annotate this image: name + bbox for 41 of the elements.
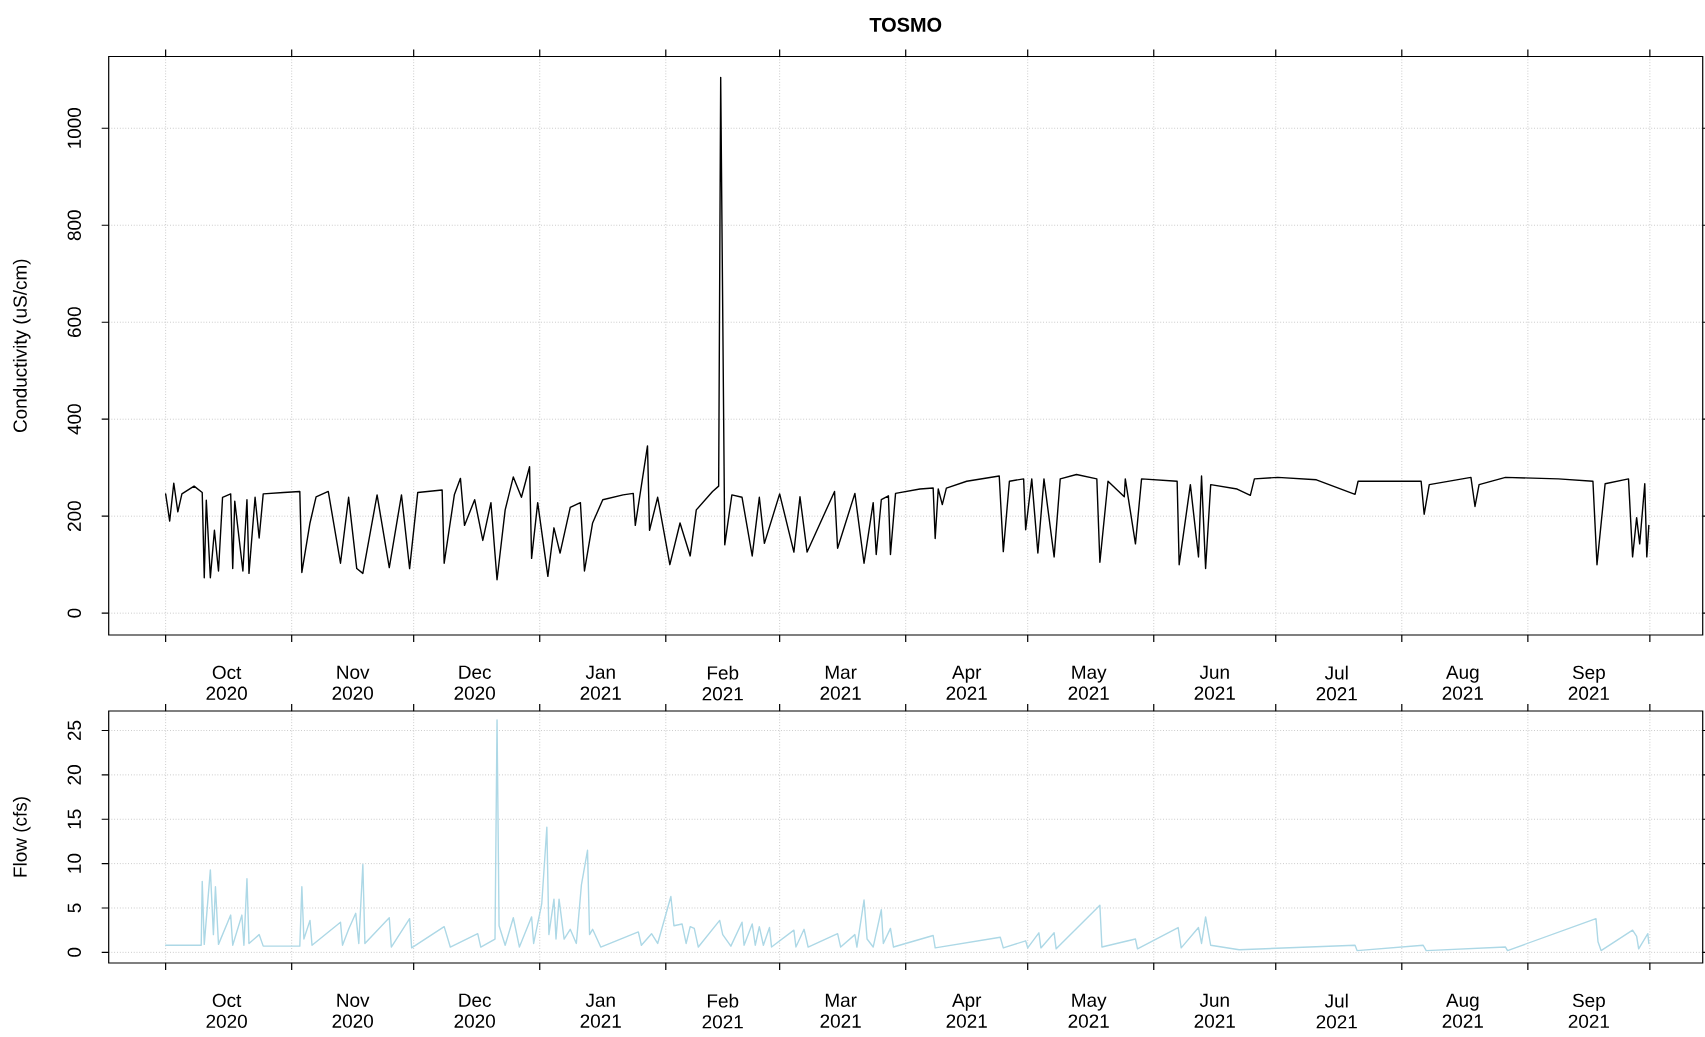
x-tick-label: Feb 2021	[702, 993, 743, 1029]
y-tick-label: 25	[67, 720, 81, 741]
y-tick-label: 10	[67, 853, 81, 873]
line-series	[164, 76, 1650, 581]
x-tick-label: Feb 2021	[702, 665, 743, 701]
x-tick-label: May 2021	[1068, 665, 1109, 700]
y-tick-label: 400	[67, 404, 81, 435]
x-tick-label: Mar 2021	[820, 665, 861, 700]
y-tick-label: 1000	[67, 107, 81, 148]
x-tick-label: Mar 2021	[820, 993, 861, 1028]
x-tick-label: Sep 2021	[1568, 993, 1609, 1029]
x-tick-label: Aug 2021	[1442, 993, 1483, 1028]
x-tick-label: Apr 2021	[946, 993, 987, 1028]
x-tick-label: Jul 2021	[1316, 665, 1357, 701]
y-tick-label: 20	[67, 765, 81, 785]
x-tick-label: Jan 2021	[580, 993, 621, 1028]
x-tick-label: Apr 2021	[946, 665, 987, 700]
x-tick-label: Dec 2020	[454, 993, 495, 1028]
x-tick-label: Oct 2020	[206, 665, 247, 701]
x-tick-label: Dec 2020	[454, 665, 495, 700]
chart-title: TOSMO	[869, 17, 942, 32]
y-tick-label: 5	[67, 903, 81, 913]
x-tick-label: Jun 2021	[1194, 993, 1235, 1028]
x-tick-label: Oct 2020	[206, 993, 247, 1029]
y-tick-label: 600	[67, 307, 81, 338]
x-tick-label: Sep 2021	[1568, 665, 1609, 701]
y-axis-title: Flow (cfs)	[12, 797, 31, 877]
y-tick-label: 0	[67, 947, 81, 957]
y-tick-label: 200	[67, 501, 81, 532]
x-tick-label: Aug 2021	[1442, 665, 1483, 700]
line-series	[164, 719, 1650, 952]
x-tick-label: Jun 2021	[1194, 665, 1235, 700]
x-tick-label: Nov 2020	[332, 993, 373, 1028]
x-tick-label: Jul 2021	[1316, 993, 1357, 1029]
x-tick-label: Nov 2020	[332, 665, 373, 700]
y-tick-label: 800	[67, 210, 81, 241]
y-tick-label: 0	[67, 608, 81, 618]
x-tick-label: May 2021	[1068, 993, 1109, 1028]
y-axis-title: Conductivity (uS/cm)	[12, 259, 31, 433]
y-tick-label: 15	[67, 809, 81, 829]
x-tick-label: Jan 2021	[580, 665, 621, 700]
